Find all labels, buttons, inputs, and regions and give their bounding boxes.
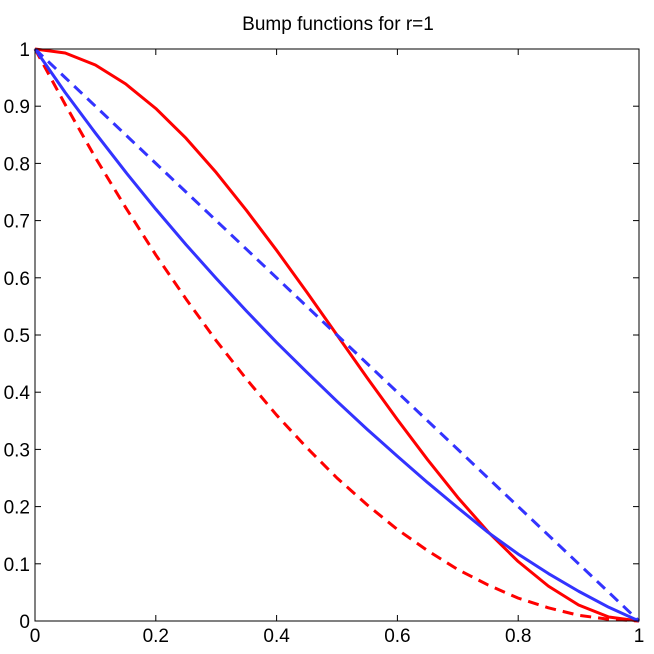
y-tick-label: 0.6 [4, 269, 30, 290]
x-tick-label: 1 [634, 626, 645, 647]
y-tick-label: 0.1 [4, 555, 30, 576]
series-line-3 [33, 48, 640, 623]
series-line-4 [33, 47, 641, 623]
x-tick-label: 0.6 [384, 626, 410, 647]
y-tick-label: 0.4 [4, 383, 31, 404]
y-tick-label: 0 [19, 612, 30, 633]
y-tick-label: 0.8 [4, 154, 30, 175]
x-tick-label: 0.2 [143, 626, 169, 647]
x-tick-label: 0.8 [505, 626, 531, 647]
y-tick-label: 0.7 [4, 212, 30, 233]
series-layer [33, 47, 641, 623]
x-tick-label: 0 [30, 626, 41, 647]
x-tick-label: 0.4 [263, 626, 290, 647]
y-tick-label: 0.3 [4, 440, 30, 461]
chart-title: Bump functions for r=1 [242, 14, 434, 35]
y-tick-label: 0.5 [4, 326, 30, 347]
axes-layer: 0 0.2 0.4 0.6 0.8 1 0 0.1 0.2 0.3 0.4 0.5 0.6 0.7 0.8 0… [4, 40, 645, 647]
y-tick-label: 0.9 [4, 97, 30, 118]
y-tick-label: 1 [19, 40, 30, 61]
y-tick-label: 0.2 [4, 498, 30, 519]
series-line-2 [33, 48, 640, 623]
